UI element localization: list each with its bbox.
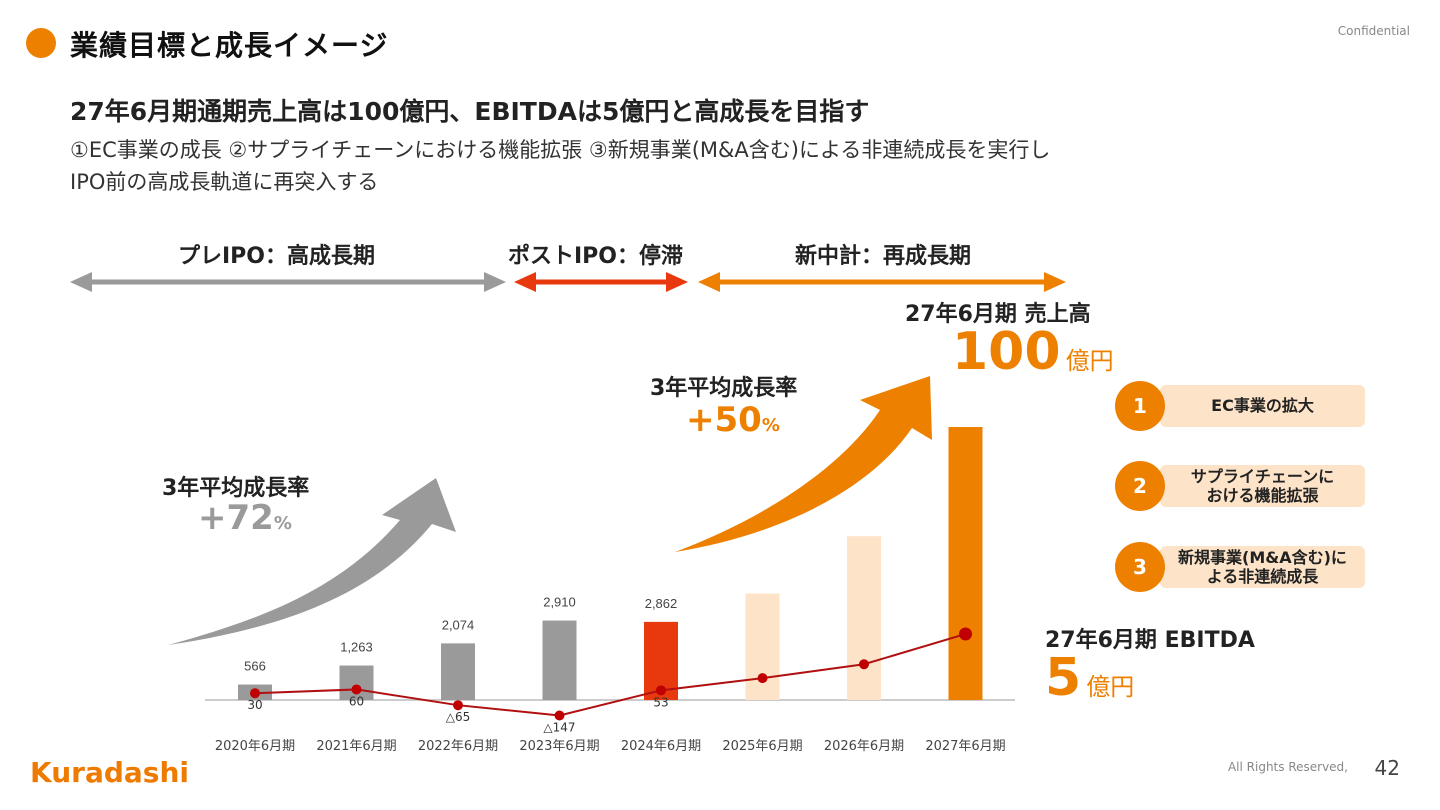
target-ebitda-value: 5 — [1045, 648, 1082, 708]
ebitda-label-2: △65 — [446, 710, 471, 724]
target-sales-unit: 億円 — [1065, 347, 1114, 375]
category-label-4: 2024年6月期 — [621, 739, 701, 754]
ebitda-point-7 — [959, 627, 972, 641]
phase-label-post-ipo: ポストIPO：停滞 — [508, 244, 684, 269]
bar-6 — [847, 536, 881, 700]
growth-left-label: 3年平均成長率 — [162, 476, 310, 501]
target-sales-label: 27年6月期 売上高 — [905, 302, 1091, 327]
rights-notice: All Rights Reserved, — [1227, 760, 1348, 774]
initiative-3-box: 新規事業(M&A含む)に よる非連続成長 — [1160, 546, 1365, 588]
initiative-1-badge: 1 — [1115, 381, 1165, 431]
ebitda-point-4 — [656, 685, 666, 696]
ebitda-label-4: 53 — [653, 695, 668, 709]
ebitda-point-1 — [351, 684, 362, 695]
bar-2 — [441, 643, 475, 700]
page-number: 42 — [1374, 756, 1400, 780]
bar-value-label-3: 2,910 — [543, 595, 576, 610]
bar-3 — [542, 620, 577, 700]
category-label-2: 2022年6月期 — [418, 739, 498, 754]
bar-value-label-0: 566 — [244, 659, 266, 674]
category-label-5: 2025年6月期 — [722, 739, 802, 754]
ebitda-point-2 — [453, 700, 463, 711]
category-label-3: 2023年6月期 — [519, 739, 599, 754]
initiative-3-badge: 3 — [1115, 542, 1165, 592]
phase-label-new-plan: 新中計：再成長期 — [795, 244, 972, 269]
target-ebitda-label: 27年6月期 EBITDA — [1045, 628, 1255, 653]
ebitda-point-0 — [250, 688, 260, 699]
growth-arrow-gray — [168, 478, 456, 645]
ebitda-label-0: 30 — [247, 698, 262, 712]
ebitda-label-1: 60 — [349, 694, 364, 708]
ebitda-point-6 — [859, 659, 869, 670]
category-label-7: 2027年6月期 — [925, 739, 1005, 754]
ebitda-line — [254, 633, 966, 717]
growth-right-value: +50% — [686, 400, 780, 440]
headline: 27年6月期通期売上高は100億円、EBITDAは5億円と高成長を目指す — [70, 97, 870, 126]
initiative-2-badge: 2 — [1115, 461, 1165, 511]
phase-arrow-post-ipo — [514, 272, 688, 292]
category-label-1: 2021年6月期 — [316, 739, 396, 754]
initiative-2-box: サプライチェーンに おける機能拡張 — [1160, 465, 1365, 507]
growth-left-value: +72% — [198, 498, 292, 538]
bar-7 — [948, 427, 983, 700]
bar-5 — [745, 593, 780, 700]
title-bullet-icon — [26, 28, 56, 58]
initiative-1-box: EC事業の拡大 — [1160, 385, 1365, 427]
target-ebitda-unit: 億円 — [1086, 673, 1135, 701]
confidential-label: Confidential — [1337, 24, 1410, 38]
subline-2: IPO前の高成長軌道に再突入する — [70, 170, 379, 194]
category-label-0: 2020年6月期 — [215, 739, 295, 754]
phase-arrow-new-plan — [698, 272, 1066, 292]
target-sales-value: 100 — [952, 322, 1061, 382]
ebitda-label-3: △147 — [543, 721, 575, 735]
slide-title: 業績目標と成長イメージ — [70, 29, 389, 62]
category-label-6: 2026年6月期 — [824, 739, 904, 754]
growth-arrow-orange — [675, 376, 932, 552]
target-sales-value-group: 100 億円 — [952, 322, 1114, 382]
growth-right-label: 3年平均成長率 — [650, 376, 798, 401]
target-ebitda-value-group: 5 億円 — [1045, 648, 1134, 708]
subline-1: ①EC事業の成長 ②サプライチェーンにおける機能拡張 ③新規事業(M&A含む)に… — [70, 138, 1051, 162]
ebitda-point-5 — [757, 673, 768, 684]
bar-value-label-4: 2,862 — [645, 596, 678, 611]
bar-value-label-2: 2,074 — [442, 617, 475, 632]
ebitda-point-3 — [554, 710, 565, 721]
kuradashi-logo: Kuradashi — [30, 756, 189, 789]
bar-value-label-1: 1,263 — [340, 640, 373, 655]
phase-label-pre-ipo: プレIPO：高成長期 — [178, 244, 376, 269]
phase-arrow-pre-ipo — [70, 272, 506, 292]
